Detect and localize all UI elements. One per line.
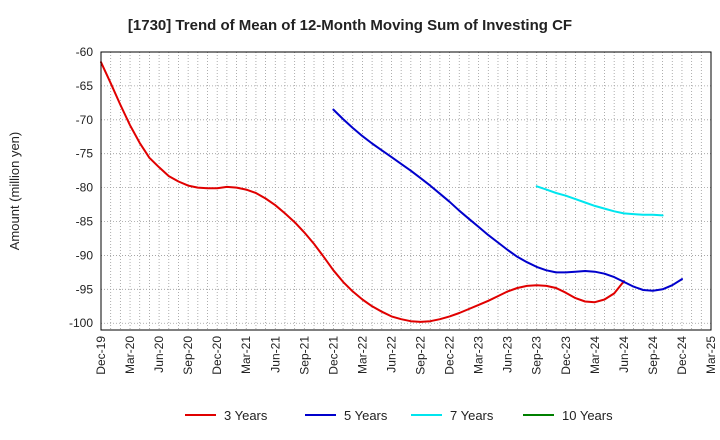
- y-tick-label: -95: [76, 282, 94, 296]
- y-axis-ticks: -60 -65 -70 -75 -80 -85 -90 -95 -100: [69, 45, 93, 330]
- x-tick-label: Jun-20: [152, 336, 166, 373]
- y-tick-label: -60: [76, 45, 94, 59]
- series-lines: [100, 61, 683, 323]
- y-tick-label: -75: [76, 147, 94, 161]
- x-tick-label: Sep-24: [646, 336, 660, 375]
- y-axis-label: Amount (million yen): [7, 132, 22, 251]
- x-tick-label: Sep-21: [297, 336, 311, 375]
- x-tick-label: Dec-22: [443, 336, 457, 375]
- legend: 3 Years 5 Years 7 Years 10 Years: [185, 408, 613, 423]
- x-tick-label: Mar-24: [588, 336, 602, 374]
- legend-label: 7 Years: [450, 408, 494, 423]
- x-tick-label: Mar-23: [472, 336, 486, 374]
- x-tick-label: Mar-25: [704, 336, 718, 374]
- y-tick-label: -65: [76, 79, 94, 93]
- y-tick-label: -100: [69, 316, 93, 330]
- plot-area: [101, 52, 711, 330]
- x-tick-label: Sep-23: [530, 336, 544, 375]
- gridlines: [101, 51, 711, 330]
- y-tick-label: -90: [76, 248, 94, 262]
- y-tick-label: -85: [76, 215, 94, 229]
- y-tick-label: -80: [76, 181, 94, 195]
- x-tick-label: Sep-22: [414, 336, 428, 375]
- x-tick-label: Sep-20: [181, 336, 195, 375]
- x-tick-label: Jun-24: [617, 336, 631, 373]
- x-tick-label: Mar-20: [123, 336, 137, 374]
- series-line-3-years: [100, 61, 625, 323]
- x-tick-label: Dec-21: [326, 336, 340, 375]
- x-tick-label: Dec-23: [559, 336, 573, 375]
- x-tick-label: Jun-21: [268, 336, 282, 373]
- x-tick-label: Mar-22: [355, 336, 369, 374]
- series-line-5-years: [332, 108, 683, 292]
- legend-label: 10 Years: [562, 408, 613, 423]
- series-line-7-years: [535, 185, 664, 217]
- x-axis-ticks: Dec-19 Mar-20 Jun-20 Sep-20 Dec-20 Mar-21 Jun-…: [94, 336, 718, 375]
- legend-label: 5 Years: [344, 408, 388, 423]
- x-tick-label: Dec-19: [94, 336, 108, 375]
- legend-label: 3 Years: [224, 408, 268, 423]
- x-tick-label: Jun-22: [384, 336, 398, 373]
- chart-title: [1730] Trend of Mean of 12-Month Moving …: [128, 17, 572, 34]
- y-tick-label: -70: [76, 113, 94, 127]
- x-tick-label: Mar-21: [239, 336, 253, 374]
- plot-frame: [100, 51, 712, 331]
- x-tick-label: Dec-24: [675, 336, 689, 375]
- x-tick-label: Jun-23: [501, 336, 515, 373]
- x-tick-label: Dec-20: [210, 336, 224, 375]
